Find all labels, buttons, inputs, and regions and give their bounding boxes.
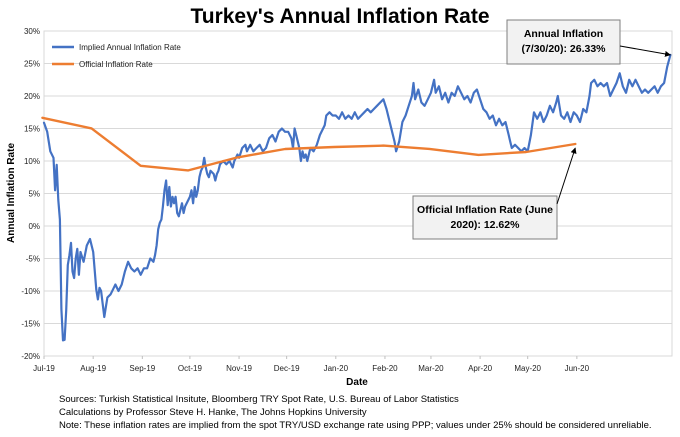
implied-inflation-line (42, 53, 672, 342)
footnote-calculations: Calculations by Professor Steve H. Hanke… (59, 407, 367, 418)
chart-title: Turkey's Annual Inflation Rate (190, 5, 489, 28)
x-axis-title: Date (346, 377, 368, 388)
x-tick-label: Feb-20 (372, 364, 398, 373)
x-tick-label: Jul-19 (33, 364, 55, 373)
y-tick-label: -5% (26, 255, 40, 264)
x-tick-label: Sep-19 (129, 364, 155, 373)
legend-label-implied: Implied Annual Inflation Rate (79, 43, 181, 52)
annual-inflation-callout-box (506, 19, 621, 65)
official-inflation-callout-arrow (556, 147, 577, 205)
footnote-sources: Sources: Turkish Statistical Insitute, B… (59, 394, 459, 405)
y-tick-label: 20% (24, 92, 40, 101)
gridlines (43, 30, 673, 357)
y-tick-label: -10% (21, 287, 40, 296)
x-tick-label: Apr-20 (468, 364, 493, 373)
x-tick-label: Nov-19 (226, 364, 252, 373)
plot-frame (43, 30, 673, 357)
annual-inflation-callout-text: (7/30/20): 26.33% (521, 43, 606, 55)
official-inflation-callout-text: 2020): 12.62% (451, 219, 521, 231)
y-axis-title: Annual Inflation Rate (6, 143, 17, 243)
y-tick-label: 30% (24, 27, 40, 36)
official-inflation-callout-text: Official Inflation Rate (June (417, 204, 553, 216)
x-tick-label: Aug-19 (80, 364, 106, 373)
y-tick-label: -15% (21, 320, 40, 329)
x-tick-label: May-20 (514, 364, 541, 373)
y-tick-label: -20% (21, 352, 40, 361)
x-tick-label: Mar-20 (418, 364, 444, 373)
x-tick-label: Dec-19 (274, 364, 300, 373)
y-tick-label: 5% (28, 190, 40, 199)
legend: Implied Annual Inflation Rate Official In… (52, 43, 181, 69)
official-inflation-callout: Official Inflation Rate (June 2020): 12.6… (412, 147, 577, 240)
y-tick-label: 10% (24, 157, 40, 166)
x-tick-label: Oct-19 (178, 364, 203, 373)
axes: -20% -15% -10% -5% 0% 5% 10% 15% 20% 25% 30% Jul-19… (21, 27, 589, 373)
x-tick-label: Jun-20 (565, 364, 590, 373)
y-tick-label: 25% (24, 60, 40, 69)
official-inflation-callout-box (412, 195, 558, 240)
annotations: Annual Inflation (7/30/20): 26.33% Officia… (412, 19, 672, 240)
y-tick-label: 15% (24, 125, 40, 134)
y-tick-label: 0% (28, 222, 40, 231)
legend-label-official: Official Inflation Rate (79, 60, 153, 69)
x-tick-label: Jan-20 (324, 364, 349, 373)
annual-inflation-callout-arrow (619, 45, 672, 57)
official-inflation-line (41, 116, 577, 172)
footnote-note: Note: These inflation rates are implied … (59, 420, 652, 431)
series-layer (41, 53, 672, 342)
annual-inflation-callout: Annual Inflation (7/30/20): 26.33% (506, 19, 672, 65)
annual-inflation-callout-text: Annual Inflation (524, 28, 603, 40)
